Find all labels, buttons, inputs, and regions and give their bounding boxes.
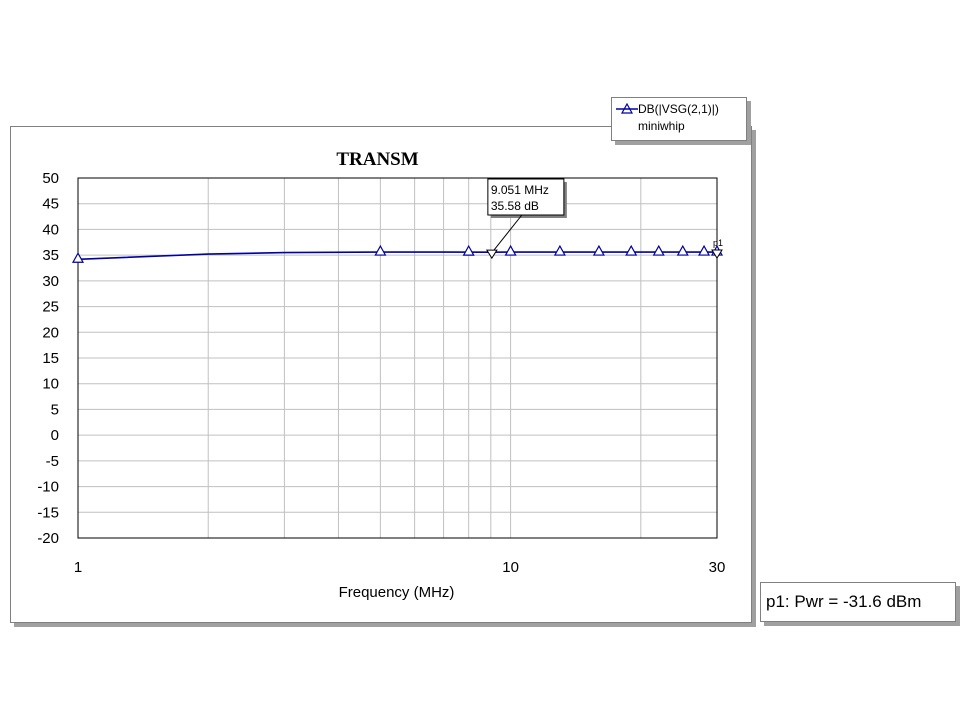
y-tick-label: 50 bbox=[42, 170, 59, 187]
marker-readout-text: p1: Pwr = -31.6 dBm bbox=[766, 592, 922, 611]
x-tick-label: 1 bbox=[74, 559, 82, 576]
y-tick-label: -20 bbox=[37, 530, 59, 547]
legend-entry: DB(|VSG(2,1)|) bbox=[616, 102, 719, 116]
y-tick-label: 40 bbox=[42, 221, 59, 238]
series-point bbox=[462, 244, 475, 256]
y-tick-label: 45 bbox=[42, 196, 59, 213]
series-line bbox=[77, 251, 717, 261]
series-point bbox=[676, 244, 689, 256]
y-tick-label: 25 bbox=[42, 299, 59, 316]
series-point bbox=[374, 244, 387, 256]
y-tick-label: -15 bbox=[37, 504, 59, 521]
y-tick-label: -5 bbox=[46, 453, 59, 470]
plot-frame bbox=[77, 177, 718, 539]
marker-callout-box bbox=[487, 178, 565, 216]
series-point bbox=[504, 244, 517, 256]
marker-callout-leader bbox=[493, 214, 523, 251]
legend-series-subtitle: miniwhip bbox=[638, 119, 685, 133]
marker-readout-box: p1: Pwr = -31.6 dBm bbox=[760, 582, 956, 622]
marker-label-freq: 9.051 MHz bbox=[491, 183, 549, 197]
y-tick-label: 0 bbox=[51, 427, 59, 444]
y-tick-label: 35 bbox=[42, 247, 59, 264]
x-tick-label: 10 bbox=[502, 559, 519, 576]
legend-series-swatch bbox=[616, 103, 638, 114]
y-tick-label: -10 bbox=[37, 479, 59, 496]
marker-label-value: 35.58 dB bbox=[491, 199, 539, 213]
x-tick-label: 30 bbox=[709, 559, 726, 576]
plot-panel: 50 45 40 35 30 25 20 15 10 5 0 -5 -10 -15 -20 1 10 30 TRAN… bbox=[10, 126, 752, 623]
p1-marker-symbol bbox=[711, 249, 723, 260]
chart-title: TRANSM bbox=[336, 149, 418, 170]
y-tick-label: 30 bbox=[42, 273, 59, 290]
series-point bbox=[698, 244, 711, 256]
y-tick-label: 5 bbox=[51, 401, 59, 418]
y-tick-label: 20 bbox=[42, 324, 59, 341]
series-point bbox=[71, 252, 85, 263]
series-point bbox=[553, 244, 566, 256]
series-point bbox=[592, 244, 605, 256]
p1-marker-label: p1 bbox=[713, 238, 723, 248]
marker-symbol bbox=[485, 249, 498, 260]
y-tick-label: 15 bbox=[42, 350, 59, 367]
legend: DB(|VSG(2,1)|) miniwhip bbox=[611, 97, 747, 141]
series-point bbox=[625, 244, 638, 256]
legend-series-name: DB(|VSG(2,1)|) bbox=[638, 102, 719, 116]
y-tick-label: 10 bbox=[42, 376, 59, 393]
series-point bbox=[652, 244, 665, 256]
x-axis-label: Frequency (MHz) bbox=[339, 584, 455, 601]
